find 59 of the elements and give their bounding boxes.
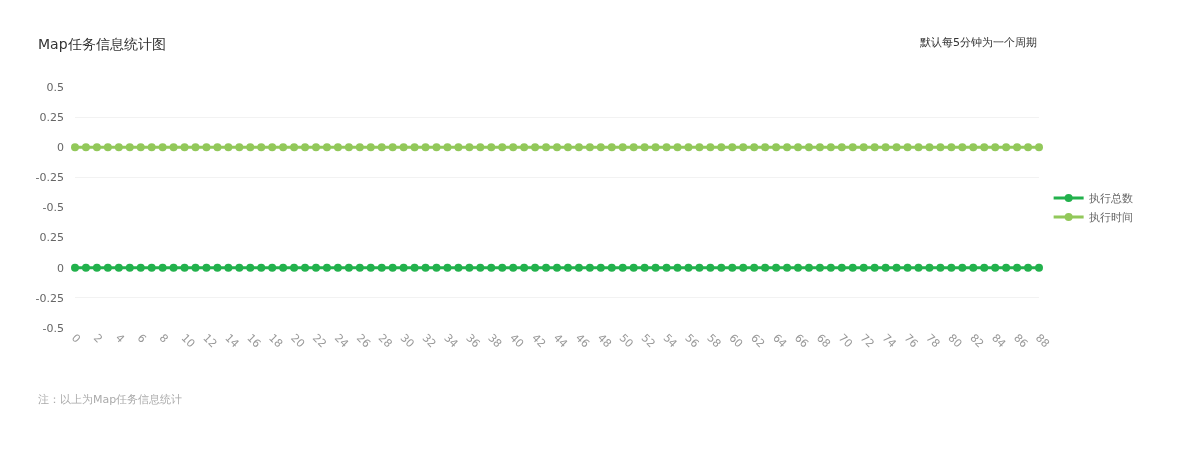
x-tick-label: 26 [353,331,373,351]
legend-label: 执行总数 [1088,192,1133,206]
x-tick-label: 64 [770,331,790,351]
x-tick-label: 52 [638,331,658,351]
x-tick-label: 10 [178,331,198,351]
x-tick-label: 28 [375,331,395,351]
x-tick-label: 24 [331,331,351,351]
y-tick-label: 0 [57,261,64,275]
x-tick-label: 42 [529,331,549,351]
x-tick-label: 12 [200,331,220,351]
y-tick-label: -0.25 [35,291,64,305]
x-tick-label: 38 [485,331,505,351]
x-tick-label: 14 [222,331,242,351]
x-tick-label: 78 [923,331,943,351]
x-tick-label: 80 [945,331,965,351]
x-tick-label: 58 [704,331,724,351]
x-tick-label: 0 [68,331,84,346]
x-tick-label: 30 [397,331,417,351]
x-tick-label: 54 [660,331,680,351]
y-tick-label: 0.25 [39,231,64,245]
text: 注：以上为Map任务信息统计 [38,393,183,406]
x-tick-label: 60 [726,331,746,351]
x-tick-label: 68 [813,331,833,351]
x-tick-label: 82 [967,331,987,351]
x-tick-label: 46 [572,331,592,351]
x-tick-label: 36 [463,331,483,351]
y-tick-label: -0.5 [42,201,64,215]
x-tick-label: 20 [288,331,308,351]
chart-title: Map任务信息统计图 [38,36,166,52]
y-tick-label: -0.5 [42,321,64,335]
text: 默认每5分钟为一个周期 [919,36,1037,49]
x-tick-label: 8 [156,331,171,346]
y-tick-label: 0.5 [46,80,64,94]
x-tick-label: 40 [507,331,527,351]
x-tick-label: 84 [989,331,1009,351]
x-tick-label: 86 [1011,331,1031,351]
x-tick-label: 66 [791,331,812,351]
x-tick-label: 6 [134,331,149,346]
y-tick-label: 0 [57,141,64,155]
x-tick-label: 16 [244,331,264,351]
x-tick-label: 70 [835,331,855,351]
x-tick-label: 88 [1032,331,1053,351]
x-tick-label: 74 [879,331,899,351]
x-tick-label: 2 [90,331,106,346]
x-tick-label: 50 [616,331,636,351]
x-tick-label: 22 [309,331,330,351]
x-tick-label: 18 [266,331,286,351]
x-tick-label: 72 [857,331,877,351]
legend-label: 执行时间 [1088,211,1133,225]
x-tick-label: 34 [441,331,461,351]
y-tick-label: 0.25 [39,110,64,124]
x-tick-label: 62 [748,331,768,351]
x-tick-label: 32 [419,331,439,351]
x-tick-label: 56 [682,331,702,351]
x-tick-label: 4 [112,331,127,346]
x-tick-label: 76 [901,331,921,351]
x-tick-label: 44 [550,331,571,351]
x-tick-label: 48 [594,331,614,351]
y-tick-label: -0.25 [35,171,64,185]
